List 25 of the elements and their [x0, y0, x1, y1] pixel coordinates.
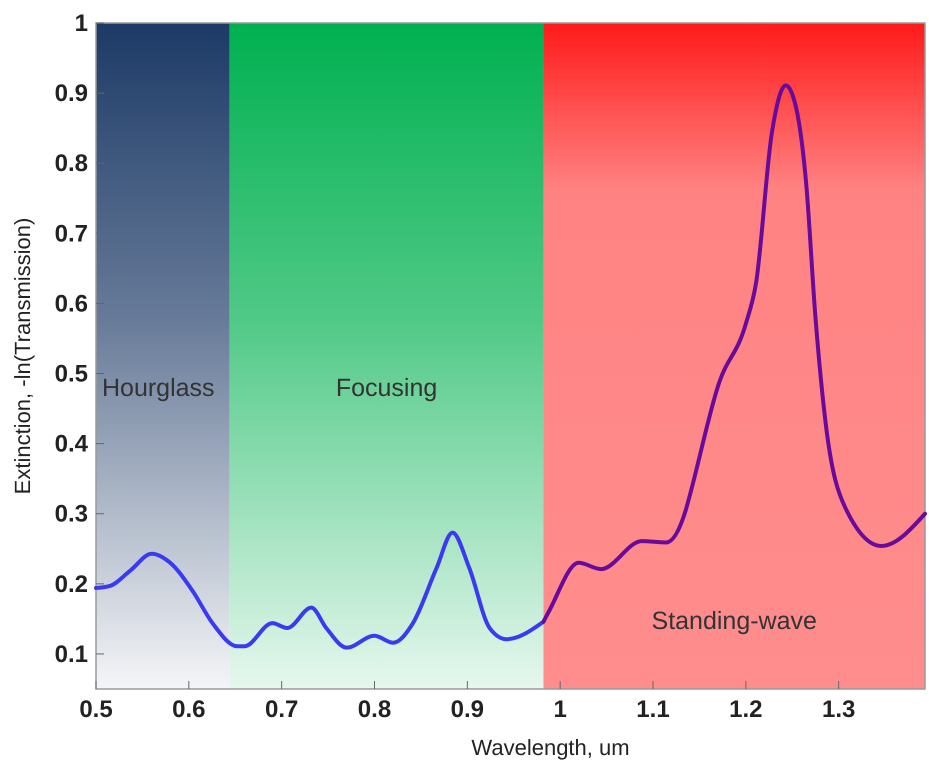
x-tick-label: 0.9	[450, 696, 484, 723]
x-tick-label: 1.1	[636, 696, 670, 723]
x-tick-label: 0.5	[79, 696, 113, 723]
x-tick-label: 1.2	[729, 696, 763, 723]
x-tick-label: 0.7	[264, 696, 298, 723]
line-series	[94, 530, 546, 650]
y-tick-label: 0.1	[54, 640, 88, 668]
y-tick-label: 0.7	[54, 220, 88, 248]
y-tick-label: 1	[74, 10, 88, 37]
y-tick-label: 0.4	[54, 430, 89, 458]
y-tick-label: 0.6	[54, 290, 88, 318]
y-tick-label: 0.3	[54, 500, 88, 528]
band-label: Focusing	[336, 374, 438, 402]
band-label: Hourglass	[102, 374, 215, 402]
x-tick-label: 1.3	[822, 696, 856, 723]
y-axis-title: Extinction, -ln(Transmission)	[10, 218, 35, 494]
y-tick-label: 0.2	[54, 570, 88, 598]
x-tick-label: 0.6	[172, 696, 206, 723]
x-tick-label: 0.8	[358, 696, 392, 723]
y-tick-label: 0.8	[54, 150, 88, 178]
band-label: Standing-wave	[652, 607, 817, 636]
y-tick-label: 0.9	[54, 80, 88, 108]
y-tick-label: 0.5	[54, 360, 88, 388]
x-axis-title: Wavelength, um	[471, 735, 630, 760]
x-tick-label: 1	[553, 696, 567, 723]
